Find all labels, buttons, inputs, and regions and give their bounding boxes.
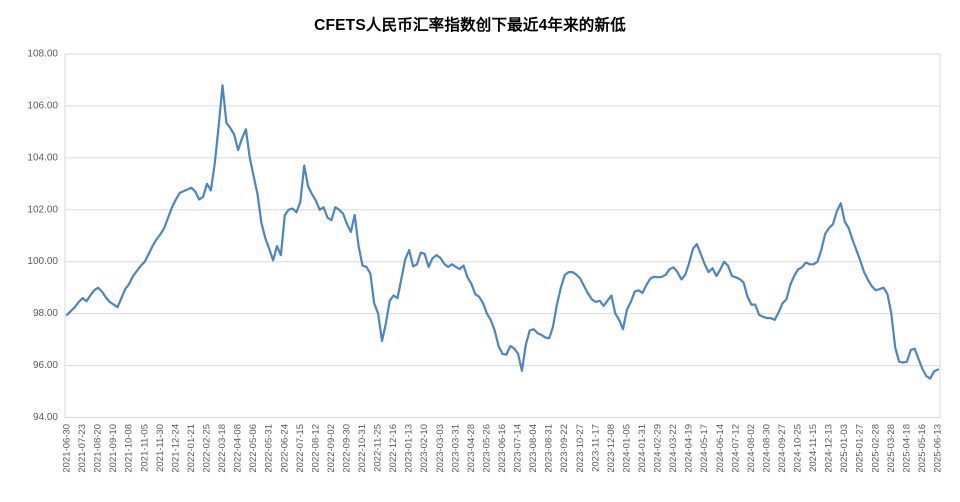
x-axis-tick-label: 2025-01-03 xyxy=(839,424,850,473)
x-axis-tick-label: 2023-08-31 xyxy=(544,424,555,473)
x-axis-tick-label: 2024-08-02 xyxy=(746,424,757,473)
x-axis-tick-label: 2025-03-28 xyxy=(886,424,897,473)
x-axis-tick-label: 2023-04-28 xyxy=(466,424,477,473)
x-axis-tick-label: 2024-10-25 xyxy=(793,424,804,473)
x-axis-tick-label: 2025-01-27 xyxy=(855,424,866,473)
cfets-index-line xyxy=(65,84,940,380)
x-axis-tick-label: 2021-06-30 xyxy=(62,424,73,473)
y-axis-tick-label: 108.00 xyxy=(27,49,58,60)
x-axis-tick-label: 2024-12-13 xyxy=(824,424,835,473)
x-axis-tick-label: 2023-01-13 xyxy=(404,424,415,473)
x-axis-tick-label: 2022-06-24 xyxy=(279,424,290,473)
x-axis-tick-label: 2021-11-30 xyxy=(155,424,166,472)
x-axis-tick-label: 2023-10-27 xyxy=(575,424,586,473)
x-axis-tick-label: 2023-03-31 xyxy=(450,424,461,473)
x-axis-tick-label: 2021-07-23 xyxy=(77,424,88,473)
x-axis-tick-label: 2024-08-30 xyxy=(761,424,772,473)
x-axis-tick-label: 2023-11-17 xyxy=(590,424,601,472)
x-axis-tick-label: 2025-04-18 xyxy=(901,424,912,473)
x-axis-tick-label: 2023-03-03 xyxy=(435,424,446,473)
x-axis-tick-label: 2023-05-26 xyxy=(481,424,492,473)
x-axis-tick-label: 2023-09-22 xyxy=(559,424,570,473)
x-axis-tick-label: 2022-09-30 xyxy=(341,424,352,473)
y-axis-tick-label: 106.00 xyxy=(27,100,58,111)
x-axis-tick-label: 2022-01-21 xyxy=(186,424,197,473)
x-axis-tick-label: 2024-02-29 xyxy=(653,424,664,473)
plot-border xyxy=(64,53,941,418)
x-axis-tick-label: 2022-07-15 xyxy=(295,424,306,473)
x-axis-tick-label: 2022-02-25 xyxy=(201,424,212,473)
x-axis-tick-label: 2023-12-08 xyxy=(606,424,617,473)
x-axis-tick-label: 2022-05-31 xyxy=(264,424,275,473)
x-axis-tick-label: 2024-03-22 xyxy=(668,424,679,473)
x-axis-tick-label: 2022-09-02 xyxy=(326,424,337,473)
x-axis-tick-label: 2025-05-16 xyxy=(917,424,928,473)
x-axis-tick-label: 2021-08-20 xyxy=(93,424,104,473)
x-axis-tick-label: 2024-05-17 xyxy=(699,424,710,473)
y-axis-tick-label: 102.00 xyxy=(27,204,58,215)
x-axis-tick-label: 2023-07-14 xyxy=(513,424,524,473)
y-axis-tick-label: 104.00 xyxy=(27,152,58,163)
x-axis-tick-label: 2021-12-24 xyxy=(170,424,181,473)
x-axis-tick-label: 2023-02-10 xyxy=(419,424,430,473)
x-axis-tick-label: 2024-06-14 xyxy=(715,424,726,473)
y-axis-tick-label: 94.00 xyxy=(33,412,58,423)
x-axis-tick-label: 2022-10-31 xyxy=(357,424,368,473)
x-axis-tick-label: 2022-11-25 xyxy=(373,424,384,472)
x-axis-tick-label: 2024-01-05 xyxy=(621,424,632,473)
x-axis-tick-label: 2022-12-16 xyxy=(388,424,399,473)
x-axis-tick-label: 2024-07-12 xyxy=(730,424,741,473)
y-axis-tick-label: 98.00 xyxy=(33,308,58,319)
x-axis-tick-label: 2022-03-18 xyxy=(217,424,228,473)
x-axis-tick-label: 2024-04-19 xyxy=(684,424,695,473)
x-axis-tick-label: 2021-11-05 xyxy=(139,424,150,472)
y-axis-tick-label: 96.00 xyxy=(33,360,58,371)
x-axis-tick-label: 2022-04-08 xyxy=(233,424,244,473)
chart-title: CFETS人民币汇率指数创下最近4年来的新低 xyxy=(314,17,626,34)
x-axis-tick-label: 2021-10-08 xyxy=(124,424,135,473)
x-axis-tick-label: 2022-08-12 xyxy=(310,424,321,473)
x-axis-tick-label: 2024-01-31 xyxy=(637,424,648,473)
x-axis-tick-label: 2022-05-06 xyxy=(248,424,259,473)
x-axis-tick-label: 2024-09-27 xyxy=(777,424,788,473)
x-axis-tick-label: 2023-06-16 xyxy=(497,424,508,473)
x-axis-tick-label: 2023-08-04 xyxy=(528,424,539,473)
x-axis-tick-label: 2024-11-15 xyxy=(808,424,819,472)
x-axis-tick-label: 2025-02-28 xyxy=(870,424,881,473)
y-axis-tick-label: 100.00 xyxy=(27,256,58,267)
x-axis-tick-label: 2021-09-10 xyxy=(108,424,119,473)
x-axis-tick-label: 2025-06-13 xyxy=(933,424,944,473)
